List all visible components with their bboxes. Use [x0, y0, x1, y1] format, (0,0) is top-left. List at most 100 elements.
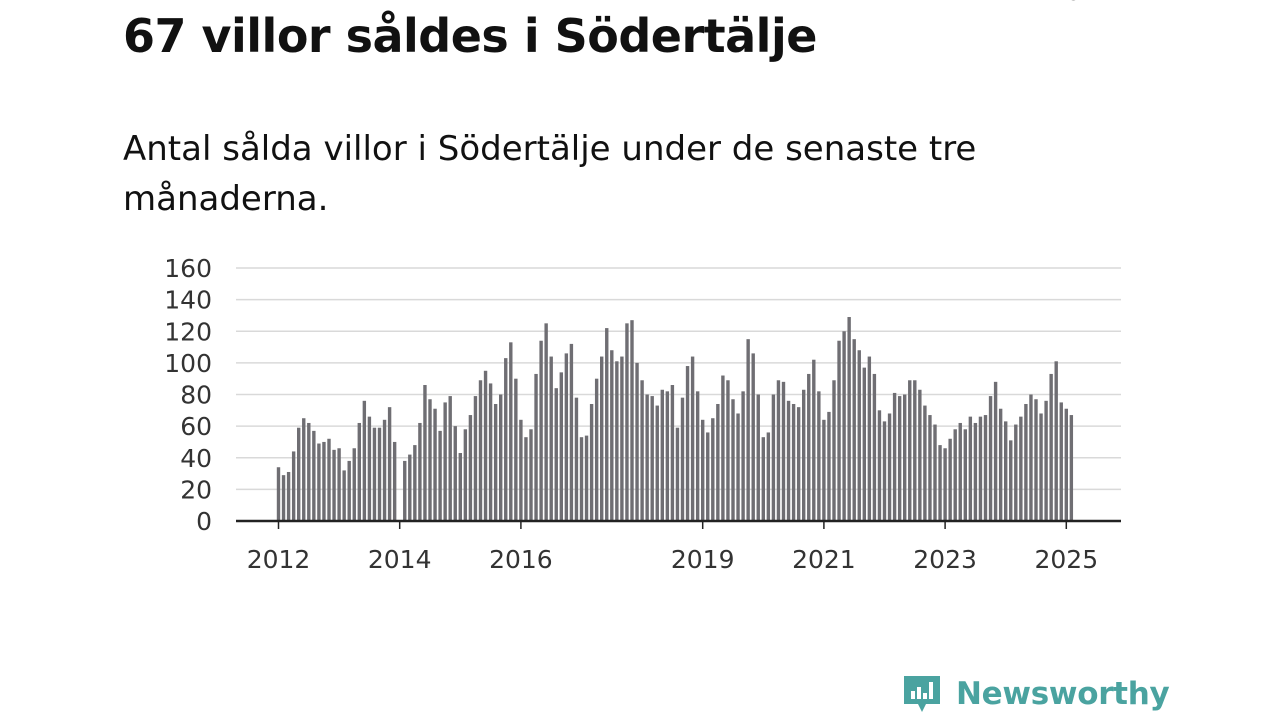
- y-tick-label: 160: [164, 254, 212, 283]
- x-tick-label: 2012: [247, 545, 311, 574]
- bar: [812, 359, 816, 521]
- bar-chart-speech-bubble-icon: [904, 676, 940, 712]
- chart-subtitle: Antal sålda villor i Södertälje under de…: [123, 129, 977, 219]
- bar: [468, 415, 473, 521]
- x-tick-label: 2019: [671, 545, 735, 574]
- bar: [276, 467, 281, 521]
- bar: [852, 339, 856, 521]
- bar: [312, 430, 316, 521]
- bar: [706, 432, 710, 521]
- bar: [1069, 415, 1074, 521]
- bar: [791, 403, 796, 521]
- bar: [458, 453, 462, 521]
- bar: [387, 407, 392, 521]
- bar: [377, 427, 382, 521]
- bar: [413, 445, 417, 521]
- bar: [337, 448, 341, 521]
- bar: [1044, 400, 1048, 521]
- newsworthy-logo[interactable]: Newsworthy: [902, 670, 1170, 718]
- bar: [675, 427, 680, 521]
- bar: [1064, 408, 1068, 521]
- bar: [796, 407, 801, 521]
- bar: [443, 402, 447, 521]
- bar: [817, 391, 821, 521]
- bar: [302, 418, 306, 521]
- bar: [589, 403, 594, 521]
- bar: [897, 396, 902, 521]
- bar: [483, 370, 488, 521]
- bar: [701, 419, 705, 521]
- bar: [488, 383, 493, 521]
- bar: [827, 411, 831, 521]
- bar: [519, 419, 523, 521]
- bar: [433, 408, 437, 521]
- x-tick-label: 2023: [913, 545, 977, 574]
- bar: [685, 366, 690, 521]
- bar: [711, 418, 715, 521]
- bar: [630, 320, 634, 521]
- bar: [933, 424, 937, 521]
- bar: [499, 394, 503, 521]
- bar: [352, 448, 356, 521]
- bar: [988, 396, 993, 521]
- bar: [635, 362, 639, 522]
- bar: [938, 445, 942, 521]
- bar: [983, 415, 988, 521]
- bar: [347, 460, 351, 521]
- chart-title: 67 villor såldes i Södertälje: [123, 9, 817, 63]
- bar: [448, 396, 452, 521]
- bar: [918, 389, 922, 521]
- y-tick-label: 60: [180, 412, 212, 441]
- bar: [862, 367, 866, 521]
- bar: [756, 394, 760, 521]
- bar: [867, 356, 872, 521]
- bar: [473, 396, 478, 521]
- bar: [514, 378, 518, 521]
- bar: [943, 448, 947, 521]
- bar: [317, 443, 321, 521]
- bar: [645, 394, 649, 521]
- bar: [807, 373, 811, 521]
- bar: [776, 380, 781, 521]
- bar: [690, 356, 695, 521]
- bar: [857, 350, 861, 521]
- bar: [569, 343, 574, 521]
- bar: [1034, 399, 1038, 521]
- bar: [802, 389, 806, 521]
- bar: [1014, 424, 1018, 521]
- bar: [579, 437, 584, 521]
- bar: [620, 356, 624, 521]
- bar: [903, 394, 907, 521]
- bar: [408, 454, 412, 521]
- bar: [322, 441, 326, 521]
- bar: [327, 438, 331, 521]
- bar: [605, 328, 609, 521]
- bar: [382, 419, 387, 521]
- bar: [1004, 421, 1008, 521]
- y-tick-label: 20: [180, 475, 212, 504]
- bar: [721, 375, 725, 521]
- bar: [731, 399, 735, 521]
- bar: [453, 426, 457, 522]
- bar: [625, 323, 629, 521]
- x-tick-label: 2014: [368, 545, 432, 574]
- bar: [286, 471, 291, 521]
- bar: [771, 394, 776, 521]
- bar: [1024, 403, 1028, 521]
- bar: [281, 475, 286, 521]
- bar: [1009, 440, 1013, 521]
- y-tick-label: 40: [180, 444, 212, 473]
- bar: [478, 380, 483, 521]
- bar: [463, 429, 468, 521]
- bar: [509, 342, 513, 521]
- bar: [493, 403, 498, 521]
- bar: [594, 378, 599, 521]
- bar: [877, 410, 882, 521]
- y-tick-label: 0: [196, 507, 212, 536]
- bar: [600, 356, 604, 521]
- bar: [655, 405, 659, 521]
- bar: [786, 400, 791, 521]
- bar: [968, 416, 973, 521]
